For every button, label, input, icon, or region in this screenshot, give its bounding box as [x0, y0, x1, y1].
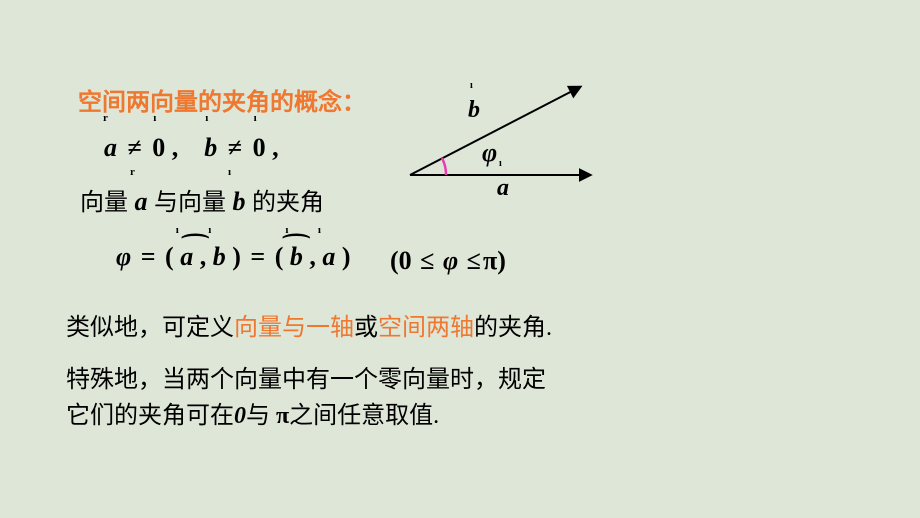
vec-a: a	[322, 242, 335, 271]
text: 特殊地，当两个向量中有一个零向量时，规定	[66, 367, 546, 393]
vec-a: a	[104, 133, 117, 162]
diagram-a-label: ı a	[497, 175, 509, 202]
diagram-phi-label: φ	[482, 138, 497, 168]
angle-arc	[442, 158, 446, 175]
hat-icon: ⌢	[280, 219, 313, 251]
text: 之间任意取值.	[289, 403, 439, 429]
neq: ≠	[128, 133, 142, 162]
vec-b: b	[204, 133, 217, 162]
highlight-text: 向量与一轴	[234, 315, 354, 341]
condition-line: r a ≠ ı 0 , ı b ≠ ı 0 ,	[104, 133, 279, 163]
rparen: )	[342, 242, 351, 271]
neq: ≠	[228, 133, 242, 162]
text: 与	[246, 403, 270, 429]
range-line: (0 ≤ φ ≤π)	[390, 246, 506, 276]
zero: 0	[234, 403, 246, 429]
eq: =	[250, 242, 265, 271]
text: 的夹角.	[474, 315, 552, 341]
text: 的夹角	[252, 190, 324, 216]
vec-b: b	[233, 187, 246, 216]
phi: φ	[116, 242, 131, 271]
paragraph-1: 类似地，可定义向量与一轴或空间两轴的夹角.	[66, 310, 552, 346]
pi: π	[276, 403, 289, 429]
slide-title: 空间两向量的夹角的概念：	[78, 82, 366, 117]
text: 或	[354, 315, 378, 341]
comma: ,	[272, 133, 279, 162]
phi: φ	[443, 246, 458, 275]
text: 类似地，可定义	[66, 315, 234, 341]
text: 与向量	[154, 190, 226, 216]
zero: 0	[152, 133, 165, 162]
vec-b: b	[213, 242, 226, 271]
lparen: (	[390, 246, 399, 275]
diagram-b-label: ı b	[468, 97, 480, 124]
rparen: )	[497, 246, 506, 275]
angle-def-line: φ = ( ı a , ı b ) = ( ı b , ı a )	[116, 242, 351, 272]
comma: ,	[172, 133, 179, 162]
hat-icon: ⌢	[179, 219, 212, 251]
text: 向量	[80, 190, 128, 216]
zero: 0	[399, 246, 412, 275]
rparen: )	[232, 242, 241, 271]
zero: 0	[253, 133, 266, 162]
eq: =	[141, 242, 156, 271]
angle-diagram: ı b φ ı a	[360, 75, 640, 195]
lparen: (	[165, 242, 174, 271]
le: ≤	[467, 246, 481, 275]
paragraph-2: 特殊地，当两个向量中有一个零向量时，规定 它们的夹角可在0与 π之间任意取值.	[66, 362, 546, 434]
vec-a: a	[135, 187, 148, 216]
highlight-text: 空间两轴	[378, 315, 474, 341]
pi: π	[483, 246, 497, 275]
le: ≤	[420, 246, 434, 275]
text: 它们的夹角可在	[66, 403, 234, 429]
angle-desc-line: 向量 r a 与向量 ı b 的夹角	[80, 182, 324, 217]
